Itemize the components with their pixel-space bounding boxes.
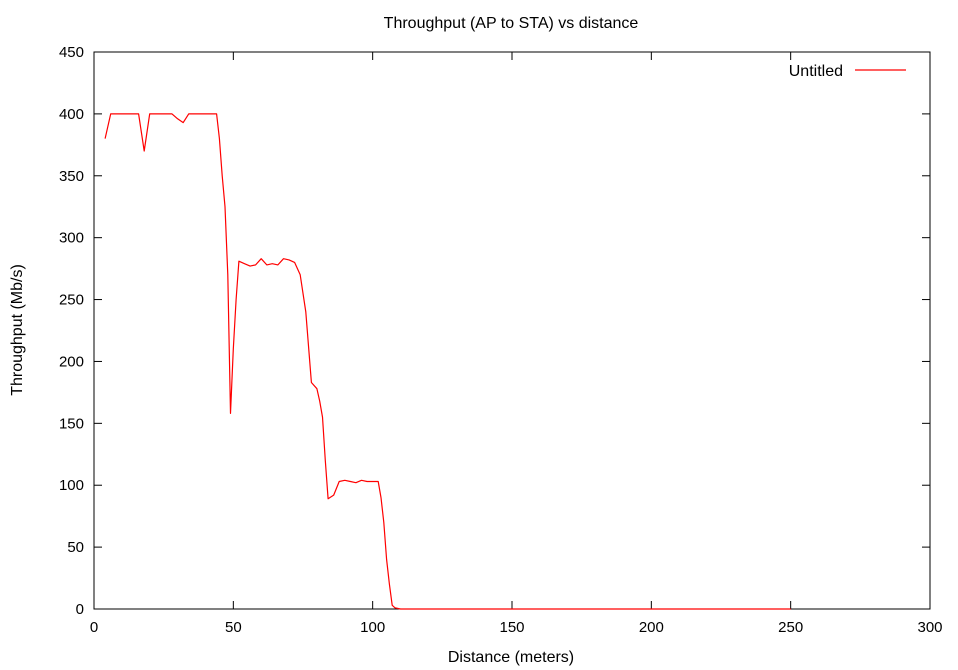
y-tick-label: 450 [59,44,84,61]
x-tick-label: 300 [917,619,942,636]
legend-label-series-1: Untitled [789,63,843,80]
y-tick-label: 400 [59,106,84,123]
series-layer [104,113,791,610]
y-tick-label: 250 [59,292,84,309]
y-tick-label: 0 [76,601,84,618]
x-tick-label: 50 [225,619,242,636]
y-axis-label: Throughput (Mb/s) [9,264,26,396]
series-line-1 [104,113,791,610]
y-tick-label: 50 [67,539,84,556]
x-tick-label: 200 [639,619,664,636]
x-tick-label: 100 [360,619,385,636]
x-tick-label: 0 [90,619,98,636]
x-tick-label: 250 [778,619,803,636]
y-tick-label: 200 [59,353,84,370]
y-tick-label: 100 [59,477,84,494]
x-tick-label: 150 [499,619,524,636]
y-tick-label: 150 [59,415,84,432]
chart-title: Throughput (AP to STA) vs distance [384,15,639,32]
x-axis-ticks: 0 50 100 150 200 250 300 [90,52,943,636]
y-axis-ticks: 0 50 100 150 200 250 300 350 400 450 [59,44,930,618]
y-tick-label: 350 [59,168,84,185]
y-tick-label: 300 [59,230,84,247]
legend: Untitled [789,63,906,80]
x-axis-label: Distance (meters) [448,649,574,666]
